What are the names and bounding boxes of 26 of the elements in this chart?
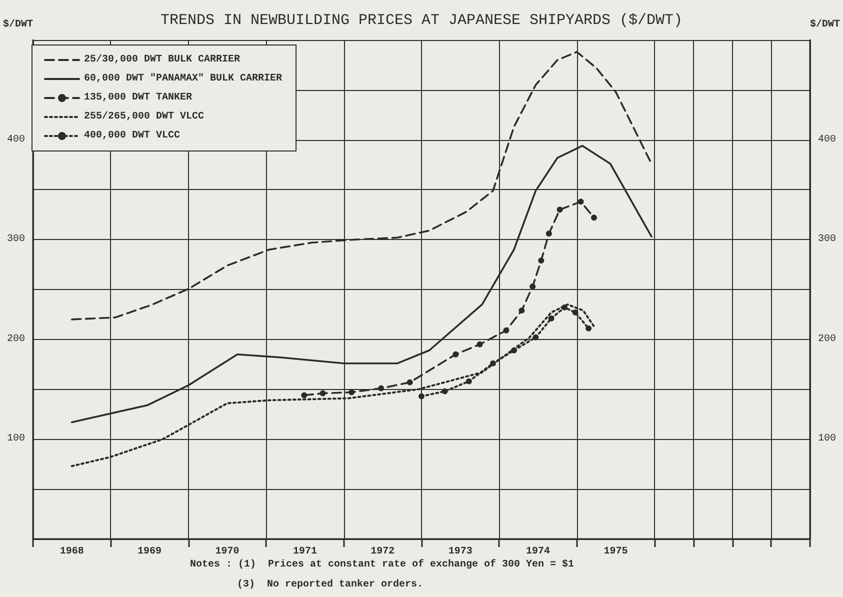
x-tick-label: 1969 [138, 546, 162, 558]
y-tick-label: 400 [6, 134, 26, 146]
legend-label: 400,000 DWT VLCC [84, 130, 180, 142]
y2-tick-label: 200 [818, 334, 836, 345]
y2-tick-label: 100 [818, 434, 836, 445]
y-axis-title: $/DWT [2, 18, 34, 30]
x-tick-label: 1973 [448, 546, 472, 558]
legend-label: 135,000 DWT TANKER [84, 92, 192, 104]
x-tick-label: 1975 [604, 546, 628, 558]
y-tick-label: 100 [6, 434, 26, 445]
y2-tick-label: 400 [818, 134, 836, 146]
y2-tick-label: 300 [818, 234, 836, 246]
x-tick-label: 1970 [215, 546, 240, 558]
legend-label: 60,000 DWT "PANAMAX" BULK CARRIER [84, 72, 282, 84]
y-tick-label: 200 [6, 334, 26, 345]
legend-label: 255/265,000 DWT VLCC [84, 110, 204, 122]
x-tick-label: 1971 [292, 546, 317, 558]
y-tick-label: 300 [6, 234, 26, 246]
text: Notes : (1) Prices at constant rate of exchange of 300 Yen = $1 [190, 558, 574, 570]
text: (3) No reported tanker orders. [237, 578, 424, 590]
chart-title: TRENDS IN NEWBUILDING PRICES AT JAPANESE SHIPYARDS ($/DWT) [160, 12, 683, 29]
y2-axis-title: $/DWT [810, 18, 840, 30]
legend-label: 25/30,000 DWT BULK CARRIER [84, 54, 240, 66]
x-tick-label: 1968 [60, 546, 84, 558]
x-tick-label: 1974 [526, 546, 550, 558]
x-tick-label: 1972 [370, 546, 395, 558]
